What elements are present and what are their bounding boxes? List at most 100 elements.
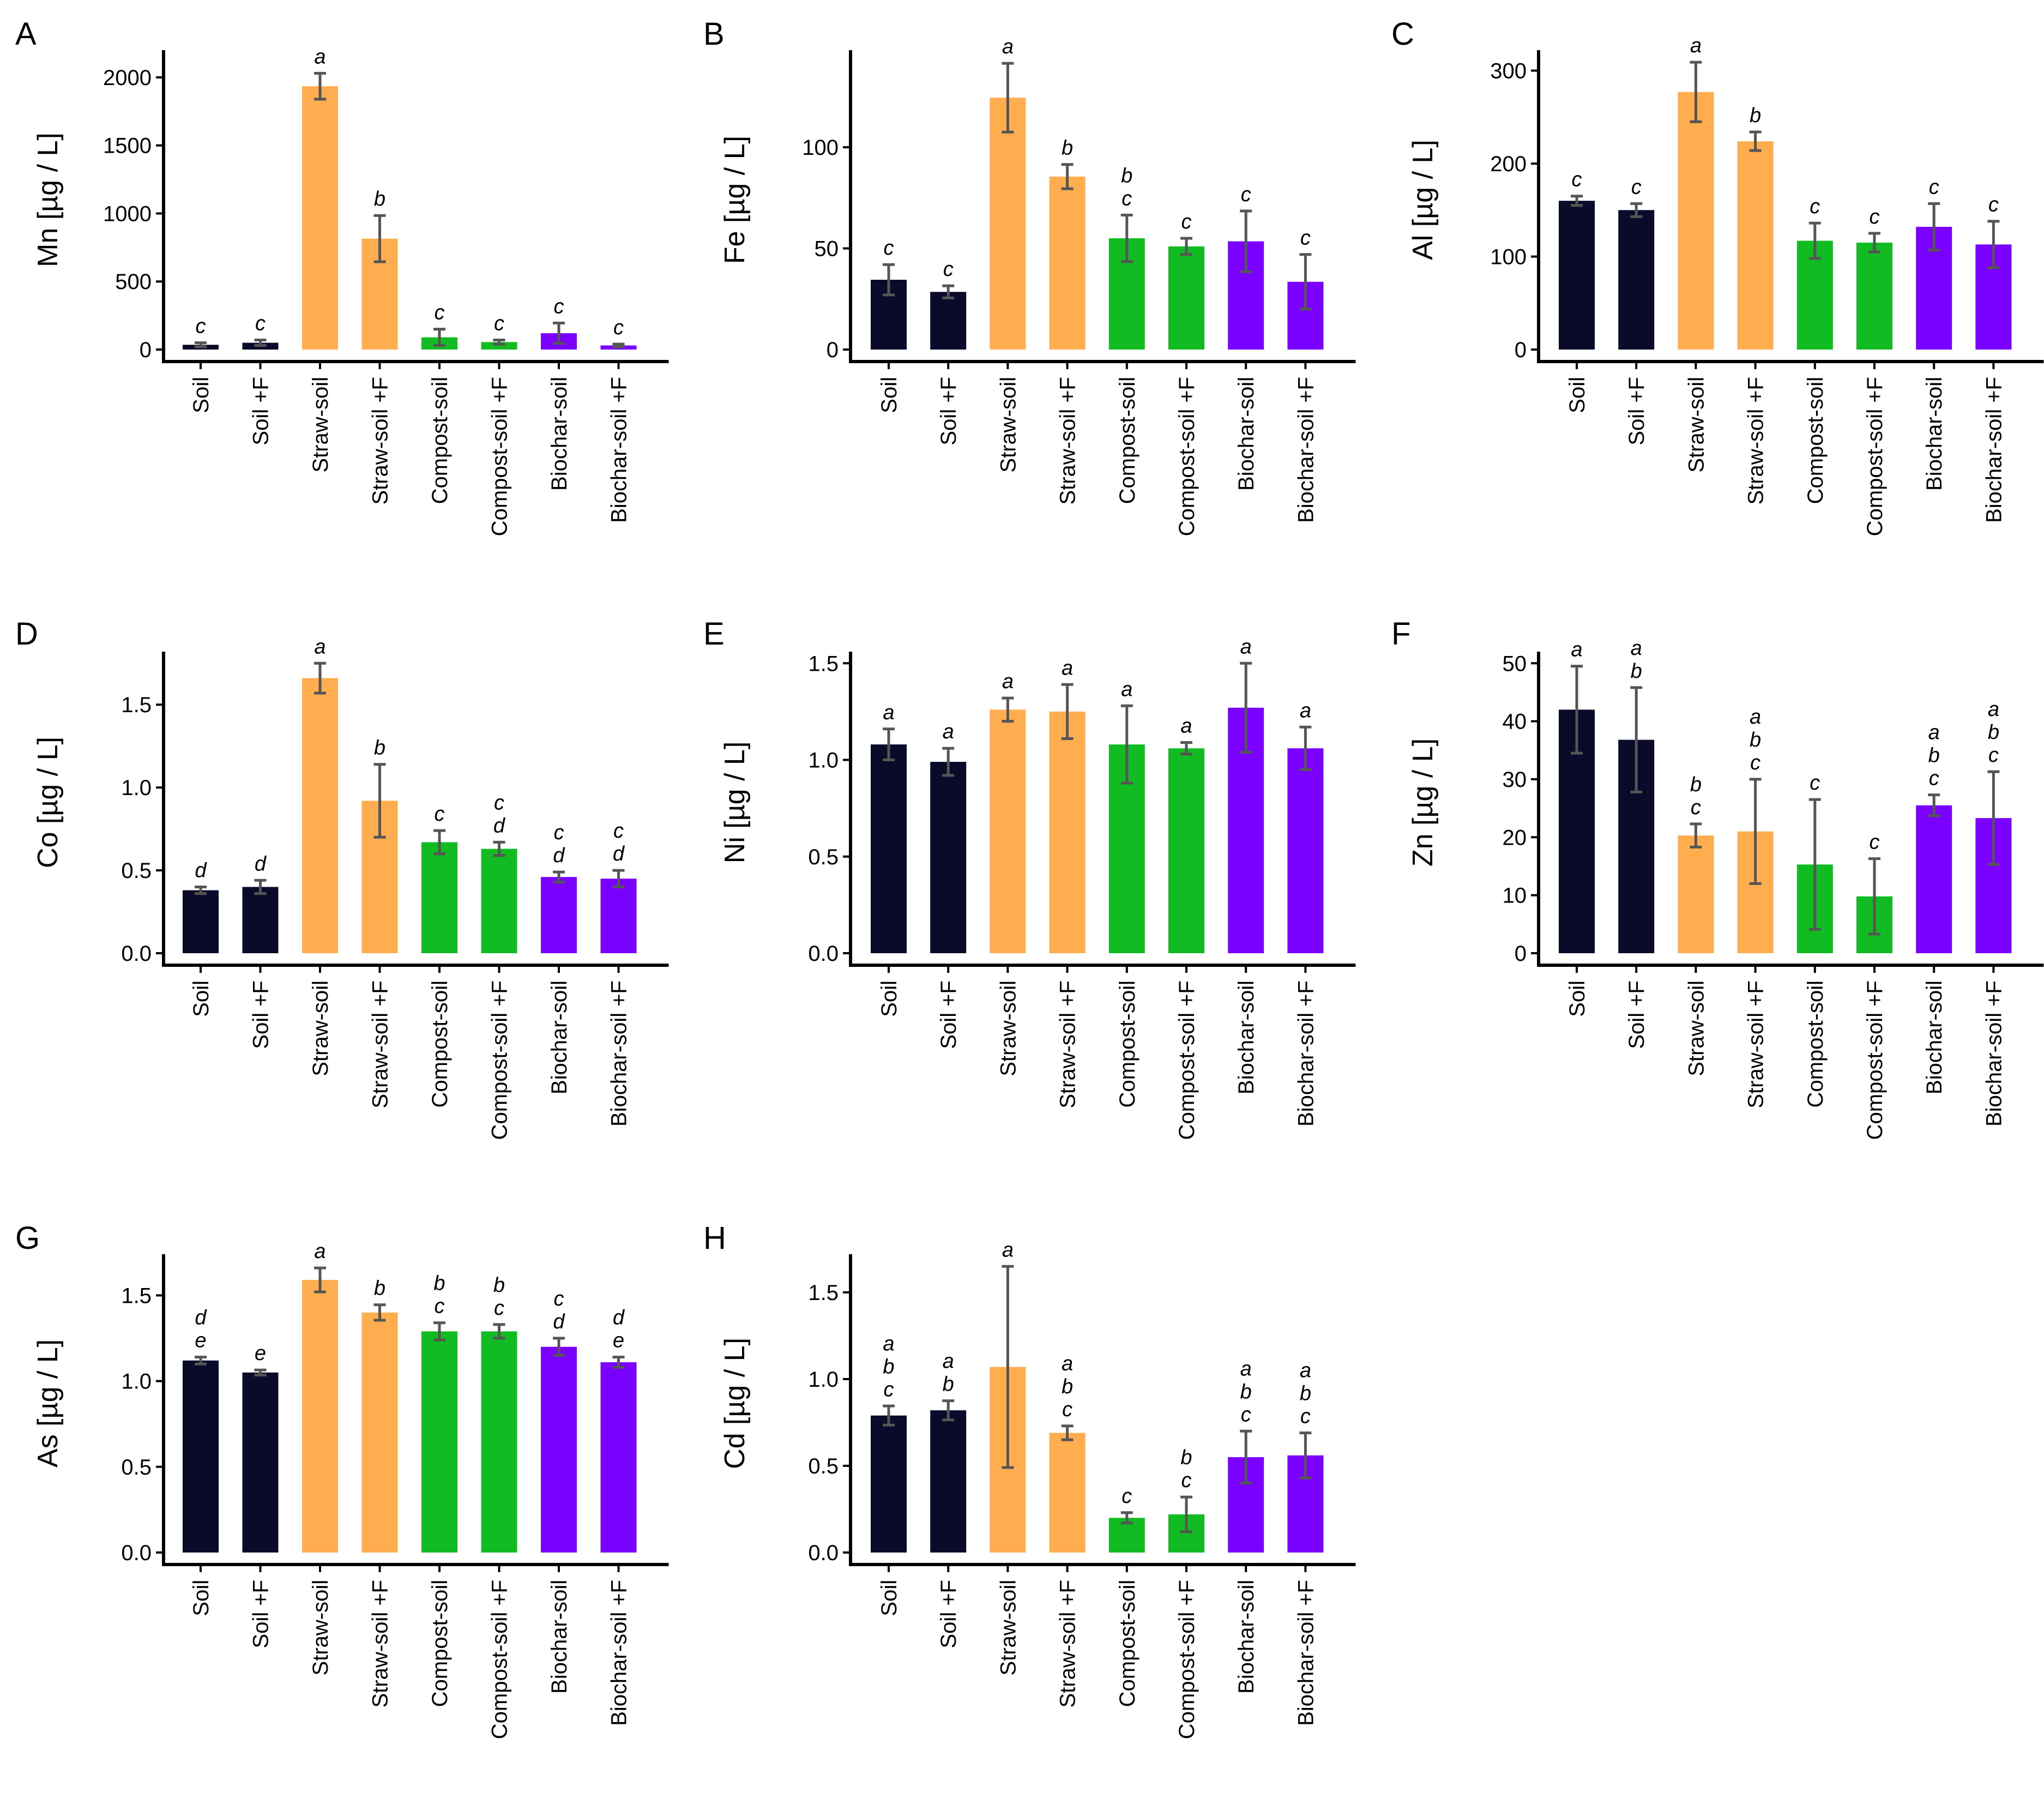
significance-letter: c — [1810, 772, 1820, 795]
significance-letter: c — [196, 315, 206, 338]
x-tick-label: Compost-soil — [428, 377, 452, 504]
x-tick-label: Soil — [877, 1580, 901, 1616]
significance-letter: b — [374, 1277, 385, 1300]
error-bar — [254, 339, 267, 347]
bar — [481, 1331, 517, 1553]
error-bar — [1061, 1424, 1074, 1441]
significance-letter: a — [1571, 639, 1582, 661]
error-bar — [433, 328, 445, 347]
x-tick-label: Straw-soil — [996, 1580, 1020, 1676]
y-tick-label: 0 — [1515, 338, 1527, 362]
error-bar — [493, 840, 505, 857]
significance-letter: c — [435, 302, 445, 324]
significance-letter: d — [255, 852, 267, 875]
error-bar — [1299, 725, 1312, 771]
x-tick-label: Soil +F — [249, 377, 273, 446]
chart-panel-e: E Ni [µg / L] 0.0 0.5 1.0 1.5 a Soil a Soil +F a St… — [703, 616, 1356, 1140]
y-tick-label: 1500 — [103, 134, 152, 158]
error-bar — [1868, 232, 1880, 254]
bar — [1287, 748, 1324, 953]
error-bar — [314, 1266, 326, 1293]
x-tick-label: Soil +F — [249, 980, 273, 1049]
error-bar — [493, 339, 505, 346]
error-bar — [314, 661, 326, 695]
error-bar — [1002, 62, 1014, 134]
significance-letter: e — [255, 1342, 266, 1365]
error-bar — [254, 879, 267, 895]
x-tick-label: Compost-soil — [1116, 377, 1139, 504]
bar — [541, 877, 577, 953]
significance-letter: c — [1631, 176, 1642, 198]
error-bar — [1690, 61, 1702, 123]
panel-letter: G — [15, 1220, 40, 1256]
bar — [871, 1415, 907, 1553]
error-bar — [942, 1399, 955, 1422]
bar — [1856, 242, 1892, 350]
x-tick-label: Straw-soil +F — [369, 377, 393, 505]
error-bar — [373, 763, 386, 839]
y-tick-label: 0.0 — [808, 942, 839, 966]
error-bar — [1749, 778, 1762, 885]
error-bar — [1002, 696, 1014, 723]
significance-letter: c — [943, 258, 954, 281]
x-tick-label: Soil +F — [937, 1580, 961, 1648]
error-bar — [1630, 686, 1643, 793]
x-tick-label: Soil — [877, 377, 901, 413]
x-tick-label: Straw-soil — [1684, 980, 1708, 1076]
y-axis-label: Co [µg / L] — [32, 737, 64, 868]
x-tick-label: Biochar-soil — [547, 1580, 571, 1694]
x-tick-label: Compost-soil — [1116, 1580, 1139, 1707]
panel-letter: A — [15, 16, 37, 52]
x-tick-label: Compost-soil +F — [1175, 1580, 1199, 1739]
bar — [421, 842, 457, 953]
bar — [1678, 835, 1714, 953]
x-tick-label: Soil — [189, 980, 213, 1017]
error-bar — [1987, 770, 2000, 866]
x-tick-label: Biochar-soil — [1922, 377, 1946, 491]
y-tick-label: 1.0 — [121, 1370, 152, 1394]
y-tick-label: 0.5 — [121, 1455, 152, 1479]
y-tick-label: 0 — [140, 338, 152, 362]
bar — [1618, 210, 1655, 350]
error-bar — [1240, 661, 1252, 754]
x-tick-label: Soil +F — [937, 377, 961, 446]
significance-letter: c — [613, 316, 624, 339]
significance-letter: c — [1181, 210, 1192, 233]
panel-letter: D — [15, 616, 38, 652]
x-tick-label: Biochar-soil +F — [1294, 377, 1318, 523]
y-tick-label: 1.5 — [808, 652, 839, 676]
x-tick-label: Straw-soil — [996, 377, 1020, 473]
y-axis-label: As [µg / L] — [32, 1339, 64, 1467]
bar — [302, 86, 338, 350]
x-tick-label: Soil — [189, 1580, 213, 1616]
error-bar — [1240, 1429, 1252, 1485]
error-bar — [373, 214, 386, 263]
significance-letter: a — [1180, 715, 1192, 738]
error-bar — [1690, 822, 1702, 849]
error-bar — [612, 342, 625, 348]
error-bar — [1120, 1511, 1133, 1525]
x-tick-label: Biochar-soil +F — [607, 377, 631, 523]
y-tick-label: 1.0 — [121, 776, 152, 800]
y-tick-label: 50 — [815, 237, 839, 261]
x-tick-label: Soil +F — [937, 980, 961, 1049]
x-tick-label: Soil — [189, 377, 213, 413]
significance-letter: a — [314, 635, 325, 658]
error-bar — [195, 1356, 207, 1365]
error-bar — [433, 1321, 445, 1341]
y-tick-label: 200 — [1490, 152, 1527, 176]
x-tick-label: Biochar-soil — [1234, 377, 1258, 491]
significance-letter: a — [1002, 35, 1014, 58]
x-tick-label: Soil +F — [249, 1580, 273, 1648]
error-bar — [942, 284, 955, 299]
x-tick-label: Soil — [877, 980, 901, 1017]
error-bar — [1987, 220, 2000, 269]
x-tick-label: Soil — [1565, 377, 1589, 413]
